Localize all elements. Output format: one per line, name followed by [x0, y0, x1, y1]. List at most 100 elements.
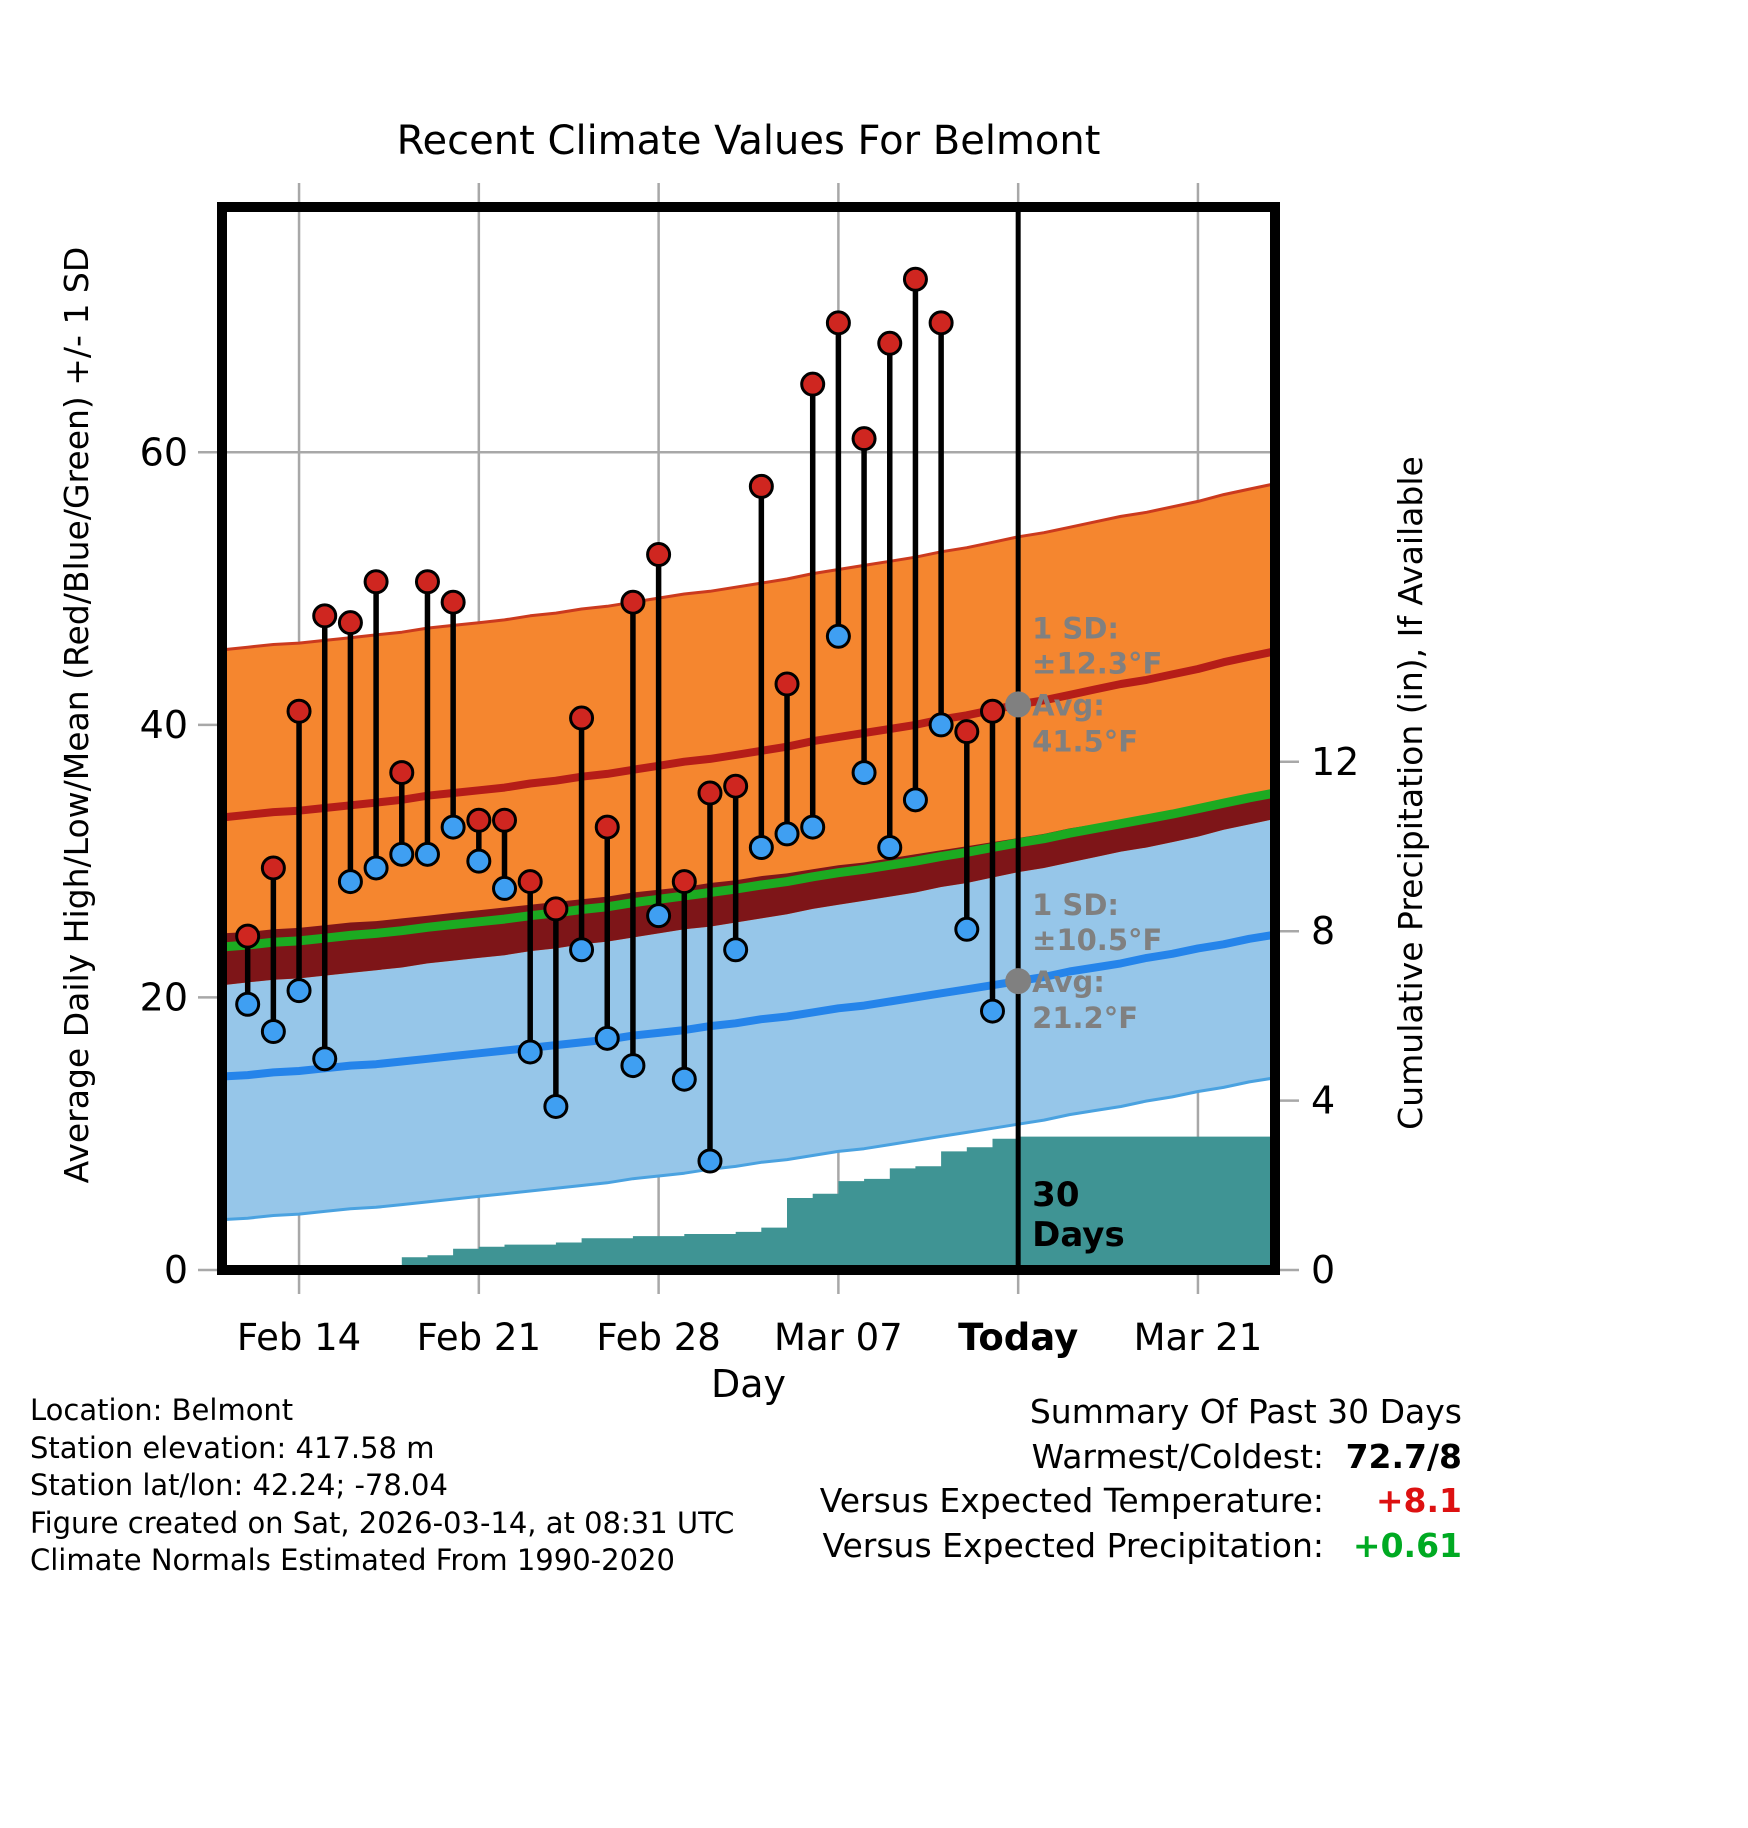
summary-value: +0.61	[1352, 1525, 1462, 1565]
summary-panel: Summary Of Past 30 Days Warmest/Coldest:…	[562, 1390, 1462, 1568]
mean-normal-line	[221, 788, 1276, 952]
daily-high-dot	[337, 610, 363, 636]
daily-high-dot	[235, 923, 261, 949]
high-sd-annotation: 1 SD:	[1032, 611, 1119, 645]
high-band-top-edge	[221, 482, 1276, 652]
x-tick-label: Today	[958, 1316, 1078, 1359]
low-sd-annotation: 21.2°F	[1032, 1001, 1138, 1035]
summary-title: Summary Of Past 30 Days	[1029, 1392, 1462, 1431]
daily-high-dot	[594, 814, 620, 840]
summary-value: 72.7/8	[1345, 1436, 1462, 1476]
station-location: Location: Belmont	[30, 1393, 294, 1427]
station-info: Location: Belmont Station elevation: 417…	[30, 1392, 734, 1580]
summary-value: +8.1	[1375, 1481, 1462, 1520]
daily-high-dot	[954, 719, 980, 745]
daily-high-dot	[286, 698, 312, 724]
low-band-bottom-edge	[221, 1076, 1276, 1222]
low-avg-line	[221, 930, 1276, 1081]
y-left-tick-label: 60	[140, 430, 188, 474]
daily-high-dot	[466, 807, 492, 833]
daily-low-dot	[671, 1066, 697, 1092]
summary-row-vs-precipitation: Versus Expected Precipitation: +0.61	[562, 1524, 1462, 1569]
y-left-tick-label: 20	[140, 975, 188, 1019]
x-tick-label: Mar 07	[774, 1316, 903, 1359]
daily-high-dot	[389, 760, 415, 786]
daily-low-dot	[877, 835, 903, 861]
daily-high-dot	[723, 773, 749, 799]
daily-high-dot	[440, 589, 466, 615]
daily-low-dot	[260, 1019, 286, 1045]
daily-low-dot	[466, 848, 492, 874]
daily-low-dot	[851, 760, 877, 786]
plot-border	[217, 202, 1280, 1275]
daily-high-dot	[748, 473, 774, 499]
daily-low-dot	[620, 1053, 646, 1079]
daily-low-dot	[954, 916, 980, 942]
daily-high-dot	[697, 780, 723, 806]
low-sd-annotation: 1 SD:	[1032, 888, 1119, 922]
x-tick-label: Feb 14	[237, 1316, 361, 1359]
daily-low-dot	[389, 841, 415, 867]
daily-high-dot	[363, 569, 389, 595]
daily-low-dot	[492, 875, 518, 901]
cumulative-precip-area	[222, 1136, 1275, 1270]
daily-high-dot	[774, 671, 800, 697]
daily-low-dot	[543, 1093, 569, 1119]
summary-label: Versus Expected Temperature:	[819, 1481, 1324, 1520]
daily-low-dot	[235, 991, 261, 1017]
daily-low-dot	[748, 835, 774, 861]
high-avg-line	[221, 647, 1276, 822]
daily-low-dot	[312, 1046, 338, 1072]
x-tick-label: Feb 28	[596, 1316, 720, 1359]
daily-high-dot	[825, 310, 851, 336]
normals-note: Climate Normals Estimated From 1990-2020	[30, 1543, 675, 1577]
today-high-avg-dot	[1005, 691, 1032, 718]
x-axis-label: Day	[710, 1362, 787, 1406]
figure-created: Figure created on Sat, 2026-03-14, at 08…	[30, 1505, 735, 1540]
daily-high-dot	[620, 589, 646, 615]
daily-high-dot	[979, 698, 1005, 724]
daily-low-dot	[800, 814, 826, 840]
x-tick-label: Feb 21	[417, 1316, 541, 1359]
y-left-tick-label: 0	[164, 1248, 188, 1292]
daily-low-dot	[569, 937, 595, 963]
summary-row-vs-temperature: Versus Expected Temperature: +8.1	[562, 1479, 1462, 1524]
daily-low-dot	[594, 1025, 620, 1051]
high-sd-annotation: ±12.3°F	[1032, 646, 1162, 680]
daily-high-dot	[569, 705, 595, 731]
summary-row-warmest-coldest: Warmest/Coldest: 72.7/8	[562, 1435, 1462, 1480]
daily-low-dot	[517, 1039, 543, 1065]
daily-low-dot	[646, 903, 672, 929]
daily-high-dot	[800, 371, 826, 397]
low-sd-annotation: ±10.5°F	[1032, 923, 1162, 957]
daily-low-dot	[363, 855, 389, 881]
high-sd-annotation: 41.5°F	[1032, 724, 1138, 758]
daily-high-dot	[671, 869, 697, 895]
y-right-tick-label: 0	[1311, 1248, 1335, 1292]
y-right-tick-label: 4	[1311, 1079, 1335, 1123]
today-low-avg-dot	[1005, 968, 1032, 995]
daily-low-dot	[440, 814, 466, 840]
daily-low-dot	[723, 937, 749, 963]
low-normal-band	[222, 791, 1275, 1220]
daily-high-dot	[902, 266, 928, 292]
daily-low-dot	[928, 712, 954, 738]
page-title: Recent Climate Values For Belmont	[396, 118, 1101, 164]
daily-low-dot	[337, 869, 363, 895]
daily-low-dot	[697, 1148, 723, 1174]
station-elevation: Station elevation: 417.58 m	[30, 1430, 435, 1465]
daily-high-dot	[543, 896, 569, 922]
low-sd-annotation: Avg:	[1032, 965, 1105, 999]
period-annotation: Days	[1032, 1215, 1125, 1255]
period-annotation: 30	[1032, 1175, 1079, 1215]
daily-high-dot	[312, 603, 338, 629]
y-right-tick-label: 8	[1311, 909, 1335, 953]
y-right-tick-label: 12	[1311, 740, 1359, 784]
daily-low-dot	[414, 841, 440, 867]
daily-high-dot	[851, 426, 877, 452]
daily-low-dot	[825, 623, 851, 649]
high-sd-annotation: Avg:	[1032, 688, 1105, 722]
daily-high-dot	[414, 569, 440, 595]
x-tick-label: Mar 21	[1134, 1316, 1263, 1359]
